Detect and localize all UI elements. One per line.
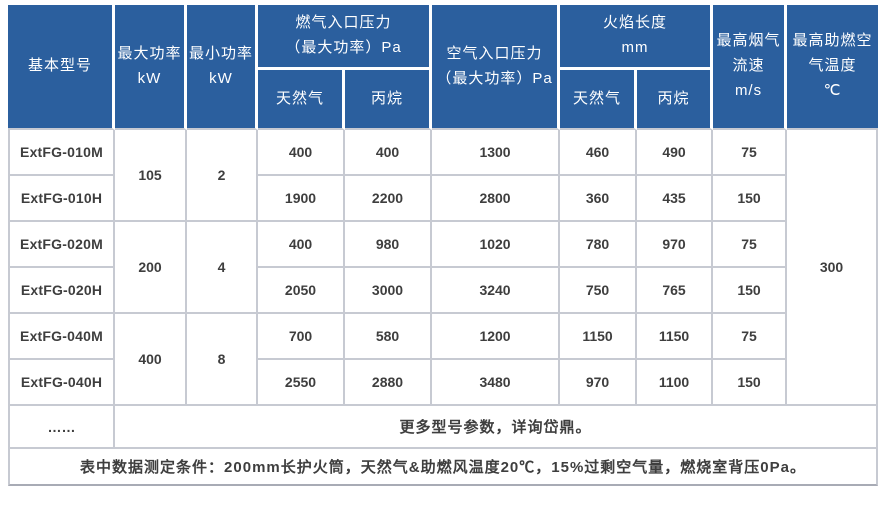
cell-model: ExtFG-020H	[8, 268, 115, 314]
more-models-row: …… 更多型号参数，详询岱鼎。	[8, 406, 879, 449]
cell-flame-propane: 490	[637, 130, 714, 176]
header-gas-natural: 天然气	[258, 70, 345, 130]
cell-model: ExtFG-010M	[8, 130, 115, 176]
cell-air-inlet: 1200	[432, 314, 561, 360]
table-row: ExtFG-010H 1900 2200 2800 360 435 150	[8, 176, 878, 222]
table-row: ExtFG-010M 105 2 400 400 1300 460 490 75…	[8, 130, 879, 406]
cell-flue-speed: 150	[713, 268, 788, 314]
cell-flame-propane: 1150	[637, 314, 714, 360]
header-air-inlet: 空气入口压力 （最大功率）Pa	[432, 5, 561, 130]
cell-air-inlet: 2800	[432, 176, 561, 222]
cell-model: ExtFG-040H	[8, 360, 115, 406]
cell-flue-speed: 150	[713, 360, 788, 406]
cell-flame-natural: 1150	[560, 314, 638, 360]
cell-gas-propane: 980	[345, 222, 433, 268]
table-row: ExtFG-040M 400 8 700 580 1200 1150 1150 …	[8, 314, 878, 406]
cell-gas-natural: 400	[258, 130, 345, 176]
table-row: ExtFG-020H 2050 3000 3240 750 765 150	[8, 268, 878, 314]
cell-air-inlet: 1020	[432, 222, 561, 268]
header-row-2: 天然气 丙烷 天然气 丙烷	[8, 70, 878, 130]
cell-air-inlet: 3240	[432, 268, 561, 314]
cell-flue-speed: 75	[713, 222, 788, 268]
table-row: ExtFG-020M 200 4 400 980 1020 780 970 75	[8, 222, 878, 314]
header-gas-propane: 丙烷	[345, 70, 433, 130]
header-flame-length-group: 火焰长度 mm	[560, 5, 714, 70]
header-row-1: 基本型号 最大功率 kW 最小功率 kW 燃气入口压力 （最大功率）Pa 空气入…	[8, 5, 879, 130]
cell-flame-natural: 460	[560, 130, 638, 176]
cell-model: ExtFG-010H	[8, 176, 115, 222]
header-gas-inlet-group: 燃气入口压力 （最大功率）Pa	[258, 5, 433, 70]
cell-flame-natural: 750	[560, 268, 638, 314]
cell-flue-speed: 75	[713, 130, 788, 176]
cell-gas-natural: 2050	[258, 268, 345, 314]
cell-gas-propane: 2880	[345, 360, 433, 406]
header-min-power: 最小功率 kW	[187, 5, 258, 130]
cell-flame-natural: 360	[560, 176, 638, 222]
cell-gas-propane: 2200	[345, 176, 433, 222]
header-flame-natural: 天然气	[560, 70, 638, 130]
cell-flame-propane: 765	[637, 268, 714, 314]
cell-flame-propane: 970	[637, 222, 714, 268]
cell-air-inlet: 1300	[432, 130, 561, 176]
cell-model: ExtFG-040M	[8, 314, 115, 360]
cell-flame-natural: 970	[560, 360, 638, 406]
cell-gas-natural: 400	[258, 222, 345, 268]
cell-gas-natural: 2550	[258, 360, 345, 406]
more-models-note: 更多型号参数，详询岱鼎。	[115, 406, 879, 449]
footnote-row: 表中数据测定条件：200mm长护火筒，天然气&助燃风温度20℃，15%过剩空气量…	[8, 449, 879, 486]
header-flame-propane: 丙烷	[637, 70, 714, 130]
header-flue-gas-speed: 最高烟气 流速 m/s	[713, 5, 788, 130]
cell-flue-speed: 150	[713, 176, 788, 222]
cell-air-inlet: 3480	[432, 360, 561, 406]
header-comb-air-temp: 最高助燃空 气温度 ℃	[787, 5, 879, 130]
header-max-power: 最大功率 kW	[115, 5, 187, 130]
cell-gas-propane: 400	[345, 130, 433, 176]
cell-gas-propane: 580	[345, 314, 433, 360]
header-model: 基本型号	[8, 5, 115, 130]
cell-min-power: 8	[187, 314, 258, 406]
cell-min-power: 2	[187, 130, 258, 222]
burner-spec-table: 基本型号 最大功率 kW 最小功率 kW 燃气入口压力 （最大功率）Pa 空气入…	[8, 5, 879, 486]
cell-max-comb-air-temp: 300	[787, 130, 879, 406]
cell-ellipsis: ……	[8, 406, 115, 449]
cell-max-power: 105	[115, 130, 187, 222]
spec-table-wrapper: 基本型号 最大功率 kW 最小功率 kW 燃气入口压力 （最大功率）Pa 空气入…	[8, 5, 879, 486]
cell-max-power: 400	[115, 314, 187, 406]
cell-model: ExtFG-020M	[8, 222, 115, 268]
cell-gas-natural: 700	[258, 314, 345, 360]
footnote-text: 表中数据测定条件：200mm长护火筒，天然气&助燃风温度20℃，15%过剩空气量…	[8, 449, 879, 486]
cell-flue-speed: 75	[713, 314, 788, 360]
cell-gas-propane: 3000	[345, 268, 433, 314]
cell-flame-natural: 780	[560, 222, 638, 268]
table-row: ExtFG-040H 2550 2880 3480 970 1100 150	[8, 360, 878, 406]
cell-flame-propane: 1100	[637, 360, 714, 406]
cell-gas-natural: 1900	[258, 176, 345, 222]
cell-min-power: 4	[187, 222, 258, 314]
cell-flame-propane: 435	[637, 176, 714, 222]
cell-max-power: 200	[115, 222, 187, 314]
